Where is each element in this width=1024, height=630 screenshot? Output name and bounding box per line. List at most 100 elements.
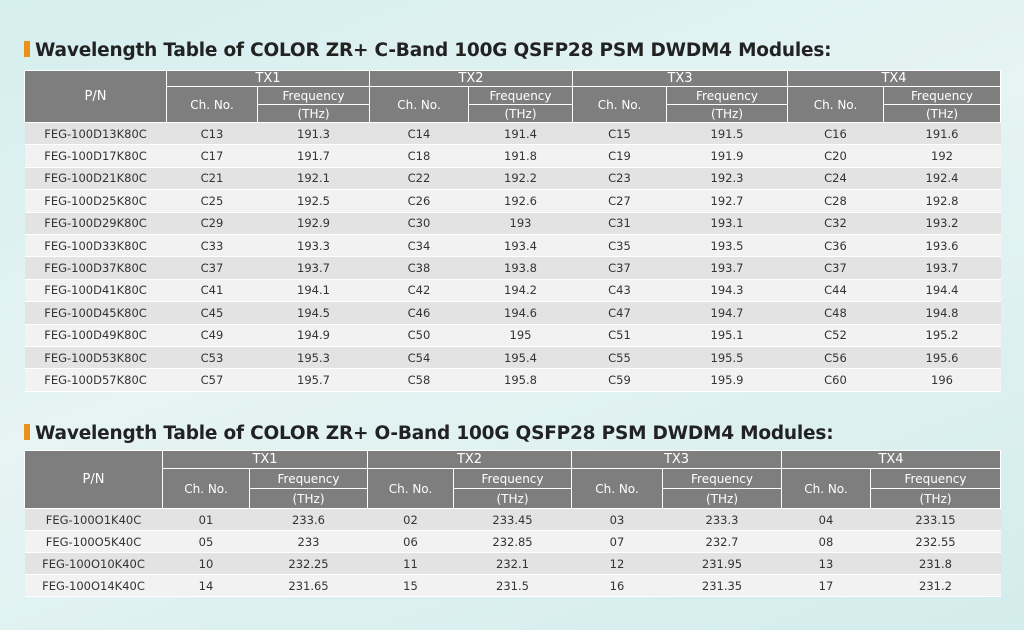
channel: 17 xyxy=(781,574,871,597)
data-row: FEG-100D33K80C C33 193.3 C34 193.4 C35 193.5 C3… xyxy=(24,234,1001,258)
channel: C47 xyxy=(572,301,667,325)
part-number: FEG-100D33K80C xyxy=(24,234,167,258)
part-number: FEG-100D45K80C xyxy=(24,301,167,325)
data-row: FEG-100O10K40C 10 232.25 11 232.1 12 231.95 13 2… xyxy=(24,552,1001,575)
channel: 02 xyxy=(367,508,454,531)
frequency: 194.8 xyxy=(883,301,1001,325)
frequency: 232.1 xyxy=(453,552,572,575)
header-row: Ch. No. Frequency Ch. No. Frequency Ch. No. F… xyxy=(25,468,1001,509)
data-row: FEG-100D37K80C C37 193.7 C38 193.8 C37 193.7 C3… xyxy=(24,256,1001,280)
channel-header: Ch. No. xyxy=(162,468,250,509)
channel: C46 xyxy=(369,301,469,325)
data-row: FEG-100D29K80C C29 192.9 C30 193 C31 193.1 C32 1… xyxy=(24,212,1001,235)
channel: C37 xyxy=(166,256,258,280)
frequency: 231.8 xyxy=(870,552,1001,575)
channel: C20 xyxy=(787,144,884,168)
frequency: 191.6 xyxy=(883,122,1001,146)
channel: C57 xyxy=(166,368,258,392)
part-number: FEG-100D25K80C xyxy=(24,189,167,213)
data-row: FEG-100D41K80C C41 194.1 C42 194.2 C43 194.3 C4… xyxy=(24,279,1001,303)
frequency-header: Frequency xyxy=(257,86,370,105)
data-row: FEG-100D53K80C C53 195.3 C54 195.4 C55 195.5 C5… xyxy=(24,346,1001,370)
channel: C22 xyxy=(369,167,469,191)
unit-header: (THz) xyxy=(870,488,1001,509)
part-number: FEG-100D37K80C xyxy=(24,256,167,280)
channel: 11 xyxy=(367,552,454,575)
unit-header: (THz) xyxy=(453,488,572,509)
channel: C19 xyxy=(572,144,667,168)
frequency: 195.2 xyxy=(883,324,1001,347)
channel: C23 xyxy=(572,167,667,191)
channel: 04 xyxy=(781,508,871,531)
part-number: FEG-100D17K80C xyxy=(24,144,167,168)
unit-header: (THz) xyxy=(883,104,1001,123)
group-header: TX1 xyxy=(166,70,370,87)
channel: C15 xyxy=(572,122,667,146)
frequency: 194.9 xyxy=(257,324,370,347)
frequency: 193.2 xyxy=(883,212,1001,235)
channel: C14 xyxy=(369,122,469,146)
pn-header: P/N xyxy=(24,450,163,509)
group-header: TX4 xyxy=(787,70,1001,87)
unit-header: (THz) xyxy=(257,104,370,123)
frequency: 191.3 xyxy=(257,122,370,146)
channel: C37 xyxy=(787,256,884,280)
channel-header: Ch. No. xyxy=(367,468,454,509)
channel: 08 xyxy=(781,530,871,553)
frequency: 192 xyxy=(883,144,1001,168)
frequency: 194.6 xyxy=(468,301,573,325)
channel: 05 xyxy=(162,530,250,553)
frequency: 232.25 xyxy=(249,552,368,575)
frequency: 195.6 xyxy=(883,346,1001,370)
channel: C53 xyxy=(166,346,258,370)
channel: 01 xyxy=(162,508,250,531)
frequency: 233.6 xyxy=(249,508,368,531)
channel: 13 xyxy=(781,552,871,575)
channel: C48 xyxy=(787,301,884,325)
frequency: 192.1 xyxy=(257,167,370,191)
title-marker xyxy=(24,424,30,440)
pn-header: P/N xyxy=(24,70,167,123)
frequency: 192.5 xyxy=(257,189,370,213)
channel: C27 xyxy=(572,189,667,213)
data-row: FEG-100D45K80C C45 194.5 C46 194.6 C47 194.7 C4… xyxy=(24,301,1001,325)
frequency: 233.15 xyxy=(870,508,1001,531)
frequency: 193.7 xyxy=(666,256,788,280)
frequency: 193.5 xyxy=(666,234,788,258)
channel: C44 xyxy=(787,279,884,303)
data-row: FEG-100D49K80C C49 194.9 C50 195 C51 195.1 C52 1… xyxy=(24,324,1001,347)
group-header: TX1 xyxy=(162,450,368,469)
channel: C41 xyxy=(166,279,258,303)
frequency: 191.4 xyxy=(468,122,573,146)
frequency: 193.3 xyxy=(257,234,370,258)
channel: C58 xyxy=(369,368,469,392)
frequency: 232.55 xyxy=(870,530,1001,553)
channel: C38 xyxy=(369,256,469,280)
frequency: 231.5 xyxy=(453,574,572,597)
channel: C55 xyxy=(572,346,667,370)
frequency: 232.7 xyxy=(662,530,782,553)
channel: C36 xyxy=(787,234,884,258)
channel: C50 xyxy=(369,324,469,347)
frequency: 192.8 xyxy=(883,189,1001,213)
part-number: FEG-100O5K40C xyxy=(24,530,163,553)
channel-header: Ch. No. xyxy=(572,86,667,123)
data-row: FEG-100D25K80C C25 192.5 C26 192.6 C27 192.7 C2… xyxy=(24,189,1001,213)
part-number: FEG-100O1K40C xyxy=(24,508,163,531)
channel: C34 xyxy=(369,234,469,258)
frequency: 231.65 xyxy=(249,574,368,597)
title-text: Wavelength Table of COLOR ZR+ C-Band 100… xyxy=(35,40,832,61)
part-number: FEG-100D49K80C xyxy=(24,324,167,347)
frequency: 191.9 xyxy=(666,144,788,168)
data-row: FEG-100O5K40C 05 233 06 232.85 07 232.7 08 232.5… xyxy=(24,530,1001,553)
frequency: 194.1 xyxy=(257,279,370,303)
group-header: TX3 xyxy=(571,450,782,469)
channel: C49 xyxy=(166,324,258,347)
channel-header: Ch. No. xyxy=(781,468,871,509)
part-number: FEG-100D29K80C xyxy=(24,212,167,235)
frequency: 193 xyxy=(468,212,573,235)
frequency: 231.35 xyxy=(662,574,782,597)
channel: C33 xyxy=(166,234,258,258)
frequency: 193.4 xyxy=(468,234,573,258)
channel: C56 xyxy=(787,346,884,370)
